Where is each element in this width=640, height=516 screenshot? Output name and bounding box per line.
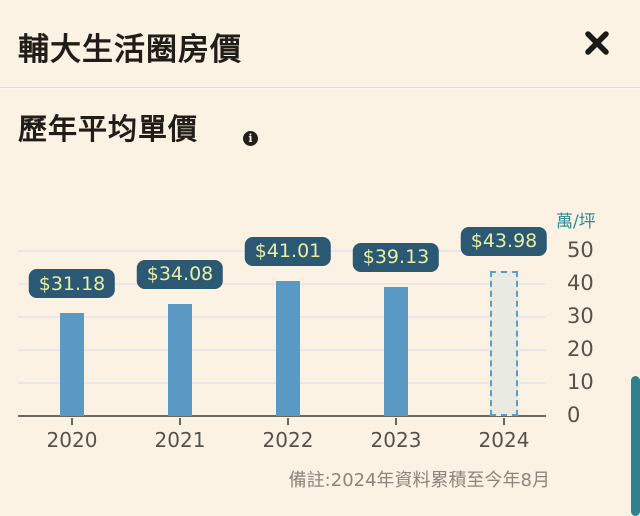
y-axis-tick-label: 20 xyxy=(567,337,594,361)
y-axis-tick-label: 40 xyxy=(567,271,594,295)
page-title: 輔大生活圈房價 xyxy=(18,32,242,68)
y-axis-tick-label: 10 xyxy=(567,370,594,394)
x-axis-label-2024: 2024 xyxy=(478,428,530,452)
y-axis-tick-label: 0 xyxy=(567,403,581,427)
value-label-2022: $41.01 xyxy=(244,236,332,266)
value-label-2021: $34.08 xyxy=(136,259,224,289)
y-axis-unit: 萬/坪 xyxy=(556,212,596,232)
value-label-2023: $39.13 xyxy=(352,242,440,272)
axis-tick xyxy=(179,418,181,425)
axis-tick xyxy=(287,418,289,425)
value-label-2024: $43.98 xyxy=(460,226,548,256)
footnote: 備註:2024年資料累積至今年8月 xyxy=(288,470,550,491)
x-axis-label-2021: 2021 xyxy=(154,428,206,452)
close-x-glyph xyxy=(585,31,609,55)
info-icon[interactable]: i xyxy=(243,131,258,146)
axis-tick xyxy=(503,418,505,425)
x-axis-label-2023: 2023 xyxy=(370,428,422,452)
scrollbar-thumb[interactable] xyxy=(631,376,640,516)
bar-2023[interactable] xyxy=(384,286,408,416)
bar-2022[interactable] xyxy=(276,280,300,416)
close-icon[interactable] xyxy=(580,26,614,60)
header-divider xyxy=(0,87,640,89)
x-axis-line xyxy=(18,415,546,417)
y-axis-tick-label: 30 xyxy=(567,304,594,328)
bar-2024[interactable] xyxy=(490,270,518,416)
x-axis-label-2022: 2022 xyxy=(262,428,314,452)
bar-2020[interactable] xyxy=(60,313,84,416)
axis-tick xyxy=(395,418,397,425)
x-axis-label-2020: 2020 xyxy=(46,428,98,452)
axis-tick xyxy=(71,418,73,425)
bar-2021[interactable] xyxy=(168,303,192,416)
y-axis-tick-label: 50 xyxy=(567,238,594,262)
section-title: 歷年平均單價 xyxy=(18,112,199,146)
value-label-2020: $31.18 xyxy=(28,269,116,299)
